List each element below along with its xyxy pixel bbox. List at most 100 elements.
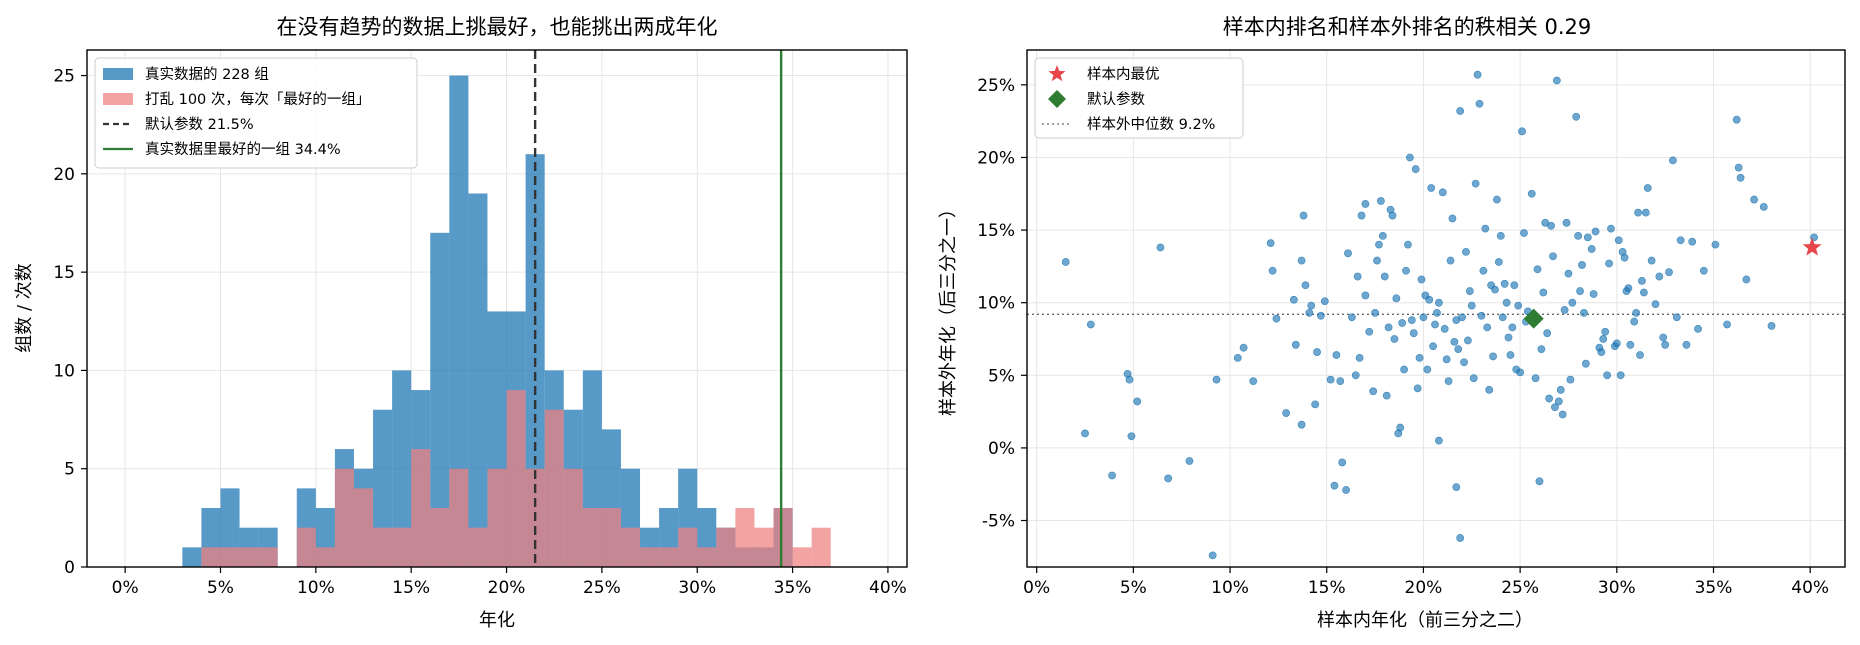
scatter-point bbox=[1583, 233, 1592, 242]
real-data-bar bbox=[182, 547, 202, 567]
scatter-point bbox=[1639, 288, 1648, 297]
scatter-point bbox=[1672, 313, 1681, 322]
scatter-point bbox=[1239, 343, 1248, 352]
histogram-x-ticks: 0% 5% 10% 15% 20% 25% 30% 35% 40% bbox=[112, 567, 907, 598]
shuffled-best-bar bbox=[792, 547, 812, 567]
scatter-point bbox=[1375, 240, 1383, 249]
legend-in-sample-best-label: 样本内最优 bbox=[1087, 66, 1160, 83]
scatter-point bbox=[1750, 195, 1759, 204]
shuffled-best-bar bbox=[296, 527, 316, 567]
scatter-y-tick-label: 10% bbox=[977, 294, 1015, 314]
shuffled-best-bar bbox=[468, 527, 488, 567]
scatter-point bbox=[1427, 184, 1436, 192]
scatter-point bbox=[1554, 397, 1563, 406]
scatter-point bbox=[1438, 188, 1447, 197]
shuffled-best-bar bbox=[582, 508, 602, 567]
scatter-axes-frame bbox=[1026, 49, 1846, 568]
scatter-points bbox=[1061, 70, 1818, 560]
scatter-x-label: 样本内年化（前三分之二） bbox=[1317, 610, 1533, 631]
scatter-point bbox=[1086, 320, 1095, 329]
scatter-point bbox=[1332, 351, 1341, 359]
scatter-point bbox=[1272, 314, 1281, 323]
scatter-point bbox=[1545, 394, 1554, 403]
scatter-point bbox=[1456, 534, 1465, 542]
scatter-point bbox=[1591, 227, 1600, 236]
scatter-point bbox=[1742, 275, 1751, 284]
histogram-title: 在没有趋势的数据上挑最好，也能挑出两成年化 bbox=[277, 15, 718, 39]
scatter-point bbox=[1514, 301, 1523, 310]
scatter-point bbox=[1587, 245, 1596, 253]
scatter-point bbox=[1361, 291, 1370, 300]
scatter-point bbox=[1355, 353, 1364, 362]
scatter-point bbox=[1388, 211, 1397, 220]
shuffled-best-bar bbox=[506, 390, 526, 567]
default-param-marker bbox=[1523, 308, 1544, 329]
scatter-point bbox=[1404, 240, 1412, 249]
scatter-x-ticks: 0% 5% 10% 15% 20% 25% 30% 35% 40% bbox=[1023, 567, 1829, 598]
scatter-point bbox=[1578, 261, 1586, 269]
scatter-x-tick-label: 25% bbox=[1501, 578, 1539, 598]
legend-in-sample-best-swatch bbox=[1048, 65, 1066, 82]
scatter-point bbox=[1390, 335, 1399, 343]
shuffled-best-bar bbox=[773, 508, 793, 567]
legend-default-param-label: 默认参数 21.5% bbox=[145, 116, 254, 133]
scatter-point bbox=[1435, 298, 1443, 307]
scatter-point bbox=[1297, 256, 1306, 265]
scatter-point bbox=[1307, 301, 1316, 310]
shuffled-best-bar bbox=[411, 449, 431, 567]
scatter-x-tick-label: 20% bbox=[1405, 578, 1443, 598]
scatter-point bbox=[1535, 477, 1544, 486]
histogram-plot: 在没有趋势的数据上挑最好，也能挑出两成年化 0% 5% 10% 15% 20% 25% 30… bbox=[14, 15, 908, 631]
scatter-point bbox=[1431, 320, 1439, 329]
scatter-point bbox=[1624, 284, 1633, 293]
scatter-point bbox=[1440, 324, 1449, 333]
scatter-point bbox=[1405, 153, 1414, 162]
scatter-point bbox=[1767, 322, 1776, 330]
scatter-highlights bbox=[1523, 237, 1822, 329]
scatter-point bbox=[1376, 197, 1385, 205]
scatter-point bbox=[1336, 377, 1345, 386]
scatter-point bbox=[1417, 275, 1426, 284]
shuffled-best-bar bbox=[449, 468, 469, 567]
scatter-point bbox=[1311, 400, 1320, 409]
scatter-point bbox=[1493, 195, 1501, 204]
scatter-point bbox=[1268, 266, 1277, 275]
histogram-y-tick-label: 0 bbox=[64, 558, 75, 578]
scatter-point bbox=[1291, 340, 1300, 349]
scatter-point bbox=[1620, 253, 1629, 262]
scatter-point bbox=[1607, 224, 1615, 233]
scatter-point bbox=[1566, 375, 1575, 384]
shuffled-best-bar bbox=[430, 508, 450, 567]
scatter-point bbox=[1694, 324, 1702, 333]
scatter-point bbox=[1342, 486, 1350, 494]
histogram-y-tick-label: 20 bbox=[53, 165, 75, 185]
scatter-point bbox=[1452, 483, 1461, 492]
histogram-x-tick-label: 30% bbox=[678, 578, 716, 598]
scatter-point bbox=[1549, 252, 1557, 261]
scatter-point bbox=[1212, 375, 1221, 384]
scatter-point bbox=[1632, 308, 1641, 317]
scatter-point bbox=[1423, 365, 1432, 374]
histogram-x-tick-label: 40% bbox=[869, 578, 907, 598]
scatter-point bbox=[1402, 266, 1410, 275]
scatter-point bbox=[1574, 231, 1583, 240]
scatter-point bbox=[1527, 189, 1536, 198]
scatter-point bbox=[1626, 340, 1635, 349]
scatter-point bbox=[1475, 99, 1484, 108]
scatter-point bbox=[1651, 300, 1660, 309]
scatter-point bbox=[1612, 339, 1621, 348]
scatter-point bbox=[1317, 311, 1325, 320]
scatter-point bbox=[1127, 432, 1136, 441]
legend-oos-median-label: 样本外中位数 9.2% bbox=[1087, 116, 1215, 133]
scatter-point bbox=[1419, 313, 1428, 322]
histogram-y-tick-label: 5 bbox=[64, 460, 75, 480]
scatter-point bbox=[1699, 266, 1708, 275]
scatter-point bbox=[1518, 127, 1526, 136]
scatter-point bbox=[1661, 340, 1670, 349]
shuffled-best-bar bbox=[373, 527, 393, 567]
scatter-y-tick-label: 15% bbox=[977, 221, 1015, 241]
shuffled-best-bar bbox=[754, 527, 774, 567]
scatter-point bbox=[1732, 115, 1741, 124]
scatter-point bbox=[1081, 429, 1089, 438]
real-data-bar bbox=[392, 370, 412, 567]
